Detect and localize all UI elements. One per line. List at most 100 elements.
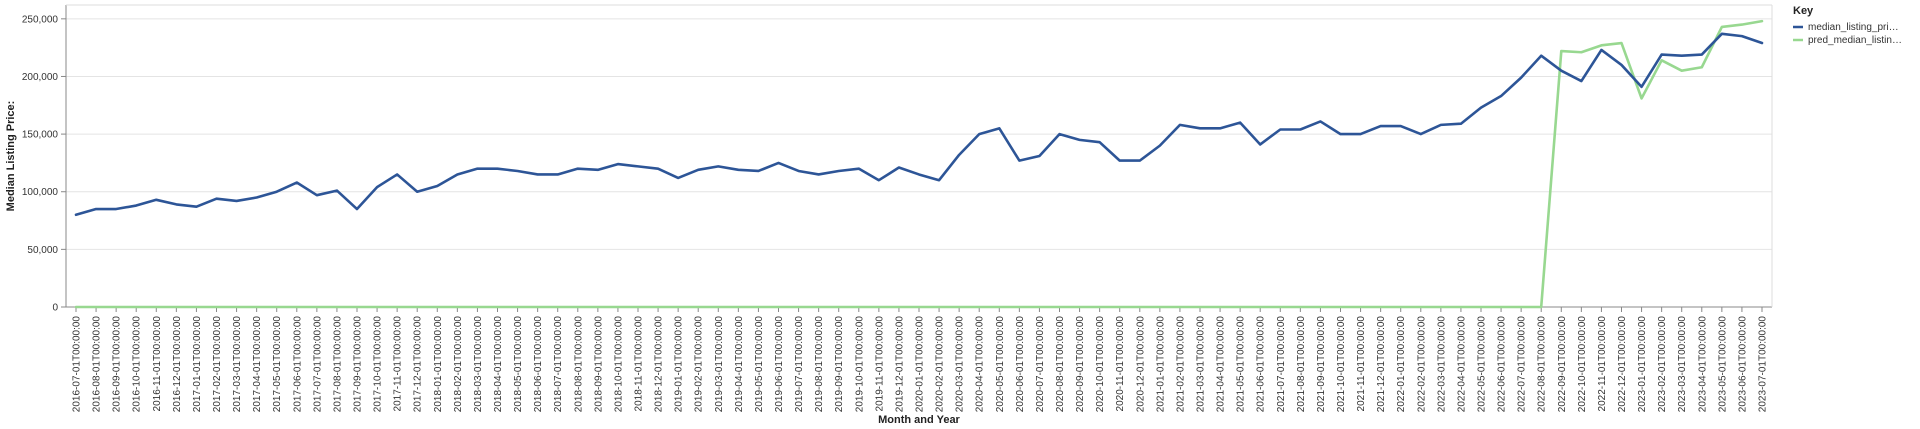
x-tick-label: 2019-10-01T00:00:00 xyxy=(854,316,865,413)
x-tick-label: 2020-04-01T00:00:00 xyxy=(975,316,986,413)
x-tick-label: 2018-11-01T00:00:00 xyxy=(634,316,645,412)
x-tick-label: 2017-10-01T00:00:00 xyxy=(373,316,384,413)
x-tick-label: 2020-07-01T00:00:00 xyxy=(1035,316,1046,413)
x-tick-label: 2019-02-01T00:00:00 xyxy=(694,316,705,413)
x-tick-label: 2016-10-01T00:00:00 xyxy=(132,316,143,413)
y-axis-title: Median Listing Price: xyxy=(5,101,17,212)
x-tick-label: 2020-01-01T00:00:00 xyxy=(915,316,926,413)
x-tick-label: 2021-11-01T00:00:00 xyxy=(1356,316,1367,412)
x-tick-label: 2020-08-01T00:00:00 xyxy=(1055,316,1066,413)
x-tick-label: 2022-12-01T00:00:00 xyxy=(1617,316,1628,413)
x-tick-label: 2021-02-01T00:00:00 xyxy=(1175,316,1186,413)
x-tick-label: 2023-02-01T00:00:00 xyxy=(1657,316,1668,413)
x-tick-label: 2016-11-01T00:00:00 xyxy=(152,316,163,412)
series-lines xyxy=(74,19,1764,309)
x-tick-label: 2017-03-01T00:00:00 xyxy=(232,316,243,413)
grid-lines xyxy=(66,18,1772,250)
x-tick-label: 2023-01-01T00:00:00 xyxy=(1637,316,1648,413)
x-tick-label: 2016-12-01T00:00:00 xyxy=(172,316,183,413)
x-ticks: 2016-07-01T00:00:00 2016-08-01T00:00:00 20… xyxy=(72,307,1769,412)
x-tick-label: 2021-05-01T00:00:00 xyxy=(1236,316,1247,413)
x-tick-label: 2023-05-01T00:00:00 xyxy=(1717,316,1728,413)
series-line-pred-median-listing-price xyxy=(74,19,1764,309)
x-tick-label: 2020-09-01T00:00:00 xyxy=(1075,316,1086,413)
y-ticks: 0 50,000 100,000 150,000 200,000 250,000 xyxy=(22,14,66,314)
x-tick-label: 2016-07-01T00:00:00 xyxy=(72,316,83,413)
x-tick-label: 2017-08-01T00:00:00 xyxy=(332,316,343,413)
x-tick-label: 2016-09-01T00:00:00 xyxy=(112,316,123,413)
x-tick-label: 2021-04-01T00:00:00 xyxy=(1216,316,1227,413)
x-tick-label: 2020-06-01T00:00:00 xyxy=(1015,316,1026,413)
x-tick-label: 2018-01-01T00:00:00 xyxy=(433,316,444,413)
y-tick-label: 50,000 xyxy=(27,245,58,256)
x-tick-label: 2020-05-01T00:00:00 xyxy=(995,316,1006,413)
x-tick-label: 2019-03-01T00:00:00 xyxy=(714,316,725,413)
plot-background xyxy=(66,5,1772,307)
x-tick-label: 2017-12-01T00:00:00 xyxy=(413,316,424,413)
x-tick-label: 2017-01-01T00:00:00 xyxy=(192,316,203,413)
x-tick-label: 2023-07-01T00:00:00 xyxy=(1758,316,1769,413)
x-tick-label: 2019-12-01T00:00:00 xyxy=(894,316,905,413)
x-tick-label: 2021-06-01T00:00:00 xyxy=(1256,316,1267,413)
x-tick-label: 2017-07-01T00:00:00 xyxy=(312,316,323,413)
y-tick-label: 100,000 xyxy=(22,187,59,198)
x-tick-label: 2021-08-01T00:00:00 xyxy=(1296,316,1307,413)
x-tick-label: 2020-03-01T00:00:00 xyxy=(955,316,966,413)
x-tick-label: 2020-02-01T00:00:00 xyxy=(935,316,946,413)
x-tick-label: 2018-02-01T00:00:00 xyxy=(453,316,464,413)
x-tick-label: 2021-01-01T00:00:00 xyxy=(1155,316,1166,413)
x-tick-label: 2022-11-01T00:00:00 xyxy=(1597,316,1608,412)
x-tick-label: 2019-08-01T00:00:00 xyxy=(814,316,825,413)
x-tick-label: 2017-09-01T00:00:00 xyxy=(353,316,364,413)
x-tick-label: 2022-09-01T00:00:00 xyxy=(1557,316,1568,413)
x-tick-label: 2017-05-01T00:00:00 xyxy=(272,316,283,413)
legend-title: Key xyxy=(1793,5,1814,17)
x-tick-label: 2022-05-01T00:00:00 xyxy=(1477,316,1488,413)
x-tick-label: 2022-04-01T00:00:00 xyxy=(1456,316,1467,413)
series-line-median-listing-price xyxy=(74,32,1764,217)
legend-label-pred: pred_median_listin… xyxy=(1808,35,1902,46)
x-tick-label: 2023-06-01T00:00:00 xyxy=(1737,316,1748,413)
x-tick-label: 2022-07-01T00:00:00 xyxy=(1517,316,1528,413)
x-tick-label: 2022-02-01T00:00:00 xyxy=(1416,316,1427,413)
x-tick-label: 2019-07-01T00:00:00 xyxy=(794,316,805,413)
x-tick-label: 2017-06-01T00:00:00 xyxy=(292,316,303,413)
x-tick-label: 2016-08-01T00:00:00 xyxy=(92,316,103,413)
x-tick-label: 2022-06-01T00:00:00 xyxy=(1497,316,1508,413)
x-tick-label: 2018-10-01T00:00:00 xyxy=(613,316,624,413)
y-tick-label: 250,000 xyxy=(22,14,59,25)
x-tick-label: 2022-01-01T00:00:00 xyxy=(1396,316,1407,413)
x-tick-label: 2023-03-01T00:00:00 xyxy=(1677,316,1688,413)
x-tick-label: 2017-04-01T00:00:00 xyxy=(252,316,263,413)
y-tick-label: 0 xyxy=(52,303,58,314)
x-tick-label: 2021-03-01T00:00:00 xyxy=(1196,316,1207,413)
x-tick-label: 2018-05-01T00:00:00 xyxy=(513,316,524,413)
x-tick-label: 2019-11-01T00:00:00 xyxy=(874,316,885,412)
x-tick-label: 2021-09-01T00:00:00 xyxy=(1316,316,1327,413)
y-tick-label: 150,000 xyxy=(22,130,59,141)
y-tick-label: 200,000 xyxy=(22,72,59,83)
x-tick-label: 2021-10-01T00:00:00 xyxy=(1336,316,1347,413)
x-tick-label: 2019-05-01T00:00:00 xyxy=(754,316,765,413)
x-tick-label: 2019-04-01T00:00:00 xyxy=(734,316,745,413)
x-tick-label: 2018-08-01T00:00:00 xyxy=(573,316,584,413)
x-tick-label: 2022-10-01T00:00:00 xyxy=(1577,316,1588,413)
x-tick-label: 2018-04-01T00:00:00 xyxy=(493,316,504,413)
x-tick-label: 2018-06-01T00:00:00 xyxy=(533,316,544,413)
x-tick-label: 2023-04-01T00:00:00 xyxy=(1697,316,1708,413)
x-tick-label: 2018-07-01T00:00:00 xyxy=(553,316,564,413)
x-tick-label: 2019-09-01T00:00:00 xyxy=(834,316,845,413)
x-axis-title: Month and Year xyxy=(878,414,960,426)
x-tick-label: 2020-11-01T00:00:00 xyxy=(1115,316,1126,412)
legend-label-median: median_listing_pri… xyxy=(1808,22,1899,33)
x-tick-label: 2019-06-01T00:00:00 xyxy=(774,316,785,413)
x-tick-label: 2020-12-01T00:00:00 xyxy=(1135,316,1146,413)
x-tick-label: 2019-01-01T00:00:00 xyxy=(674,316,685,413)
x-tick-label: 2021-12-01T00:00:00 xyxy=(1376,316,1387,413)
x-tick-label: 2018-09-01T00:00:00 xyxy=(593,316,604,413)
x-tick-label: 2022-03-01T00:00:00 xyxy=(1436,316,1447,413)
x-tick-label: 2018-03-01T00:00:00 xyxy=(473,316,484,413)
x-tick-label: 2018-12-01T00:00:00 xyxy=(654,316,665,413)
